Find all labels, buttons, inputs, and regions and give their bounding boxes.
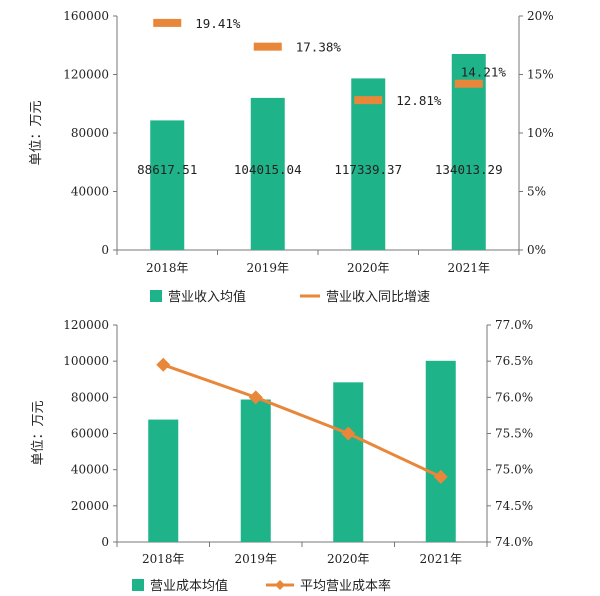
y2-tick-label: 74.5%: [495, 499, 533, 513]
bar: [425, 360, 456, 542]
cost-chart: 0 20000 40000 60000 80000 100000 120000 74.0% 74…: [31, 318, 533, 594]
x-tick-label: 2020年: [347, 261, 390, 275]
rate-point: [433, 469, 448, 484]
x-tick-label: 2020年: [327, 552, 370, 566]
y2-tick-label: 10%: [527, 126, 554, 140]
revenue-chart: 0 40000 80000 120000 160000 0% 5% 10% 15% 20% 2018…: [29, 9, 554, 305]
legend-label: 平均营业成本率: [300, 578, 391, 594]
bar: [150, 120, 185, 251]
y-tick-label: 100000: [63, 354, 109, 368]
x-tick-label: 2019年: [246, 261, 289, 275]
y-tick-label: 160000: [63, 9, 109, 23]
y-tick-label: 80000: [71, 126, 109, 140]
y2-tick-label: 20%: [527, 9, 554, 23]
bar-value-label: 134013.29: [435, 162, 503, 177]
y-tick-label: 40000: [71, 463, 109, 477]
y2-tick-label: 76.5%: [495, 354, 533, 368]
rate-point: [156, 357, 171, 372]
y2-tick-label: 15%: [527, 68, 554, 82]
y-tick-label: 120000: [63, 318, 109, 332]
growth-value-label: 19.41%: [195, 16, 241, 31]
legend-label: 营业收入同比增速: [326, 290, 430, 305]
legend-swatch-diamond: [275, 580, 285, 590]
bar-value-label: 88617.51: [137, 162, 197, 177]
y2-tick-label: 76.0%: [495, 390, 533, 404]
y-tick-label: 0: [101, 243, 109, 257]
growth-value-label: 17.38%: [296, 40, 342, 55]
x-tick-label: 2018年: [146, 261, 189, 275]
bar: [148, 419, 179, 542]
x-tick-label: 2018年: [142, 552, 185, 566]
y2-tick-label: 75.5%: [495, 427, 533, 441]
rate-point: [341, 426, 356, 441]
y2-tick-label: 0%: [527, 243, 546, 257]
legend-swatch-bar: [132, 579, 144, 591]
bar-value-label: 104015.04: [234, 162, 302, 177]
growth-marker: [354, 96, 383, 105]
bar: [333, 382, 364, 542]
growth-marker: [153, 18, 182, 27]
y-tick-label: 60000: [71, 427, 109, 441]
y-tick-label: 20000: [71, 499, 109, 513]
bar: [250, 97, 285, 250]
y2-tick-label: 74.0%: [495, 535, 533, 549]
y2-tick-label: 75.0%: [495, 463, 533, 477]
y-axis-unit-label: 单位：万元: [31, 400, 46, 465]
legend-label: 营业收入均值: [168, 289, 246, 305]
y2-tick-label: 5%: [527, 185, 546, 199]
y-tick-label: 80000: [71, 390, 109, 404]
growth-value-label: 12.81%: [396, 93, 442, 108]
y-axis-unit-label: 单位：万元: [29, 100, 44, 165]
rate-point: [248, 390, 263, 405]
y-tick-label: 0: [101, 535, 109, 549]
x-tick-label: 2021年: [419, 552, 462, 566]
y2-tick-label: 77.0%: [495, 318, 533, 332]
rate-line: [162, 363, 442, 479]
legend-swatch-bar: [150, 290, 162, 302]
x-tick-label: 2021年: [447, 261, 490, 275]
bar: [240, 399, 271, 542]
legend-label: 营业成本均值: [150, 578, 228, 594]
y-tick-label: 40000: [71, 185, 109, 199]
growth-marker: [454, 79, 483, 88]
bar-value-label: 117339.37: [334, 162, 402, 177]
bar: [351, 78, 386, 250]
y-tick-label: 120000: [63, 68, 109, 82]
growth-marker: [253, 42, 282, 51]
x-tick-label: 2019年: [234, 552, 277, 566]
growth-value-label: 14.21%: [461, 65, 507, 80]
